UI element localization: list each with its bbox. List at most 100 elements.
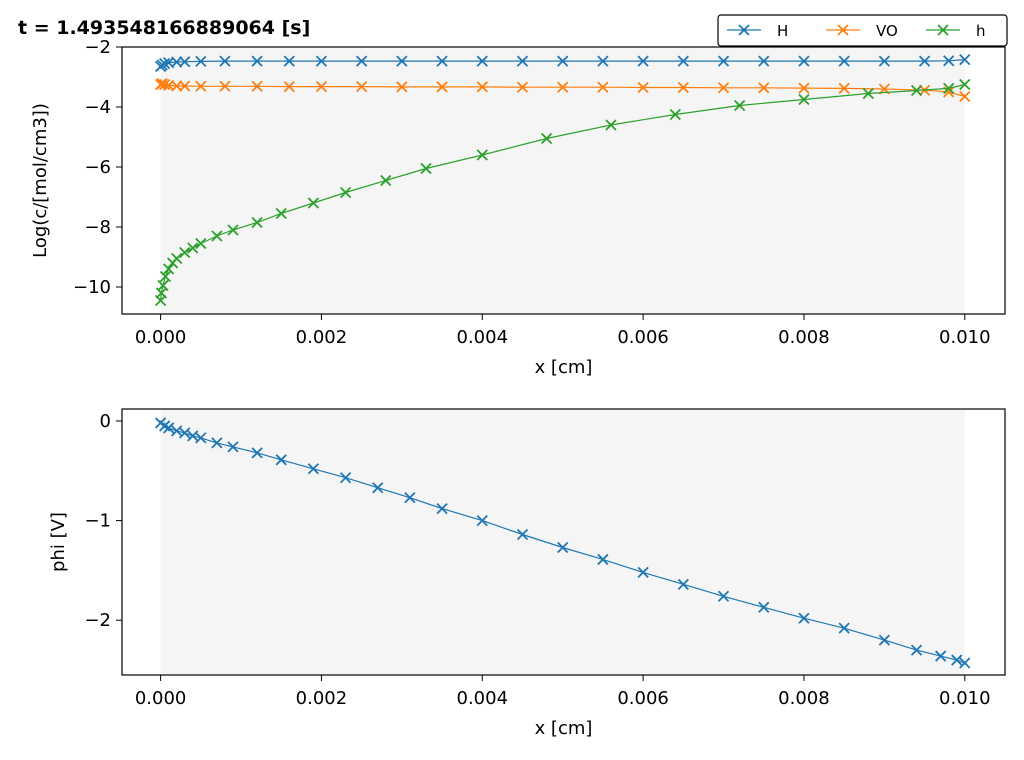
y-tick-label: −6	[84, 157, 111, 178]
series-vo-point	[251, 80, 263, 92]
series-vo-point	[838, 82, 850, 95]
series-vo-point	[677, 81, 689, 94]
series-h-point	[597, 55, 609, 67]
series-h	[154, 53, 971, 73]
series-phi-point	[476, 514, 488, 527]
series-h-point	[959, 78, 971, 91]
series-phi-point	[404, 492, 416, 504]
series-h-point	[195, 237, 207, 250]
concentration-plot: 0.000 0.002 0.004 0.006 0.008 0.010 −10 −8 −6 −4 −…	[30, 37, 1006, 378]
series-vo-point	[396, 81, 408, 93]
series-phi-point	[436, 502, 448, 515]
series-h-point	[396, 55, 408, 67]
legend: H VO h	[717, 14, 1008, 47]
series-phi-point	[637, 566, 649, 579]
series-phi-point	[163, 422, 175, 434]
series-h-point	[669, 108, 681, 121]
legend-marker	[937, 24, 949, 36]
legend-marker	[738, 24, 750, 36]
series-vo-point	[179, 80, 191, 92]
legend-item-h: h	[926, 22, 986, 40]
series-h-point	[717, 55, 730, 67]
series-vo-point	[516, 81, 529, 93]
series-h-point	[557, 55, 569, 67]
series-vo-point	[283, 80, 295, 93]
y-tick-label: −4	[84, 97, 111, 118]
series-phi-point	[187, 430, 199, 442]
series-h-point	[516, 55, 529, 67]
series-vo-point	[959, 90, 971, 103]
legend-label: H	[777, 22, 788, 40]
series-phi-point	[195, 432, 207, 444]
series-phi-point	[597, 553, 609, 566]
series-h-point	[420, 162, 432, 175]
series-h-point	[540, 132, 553, 145]
series-h-point	[758, 55, 770, 67]
y-tick-label: −2	[84, 610, 111, 631]
series-h-point	[798, 93, 810, 106]
series-phi-point	[339, 472, 352, 484]
series-phi-point	[179, 427, 191, 439]
series-phi-point	[372, 482, 384, 494]
y-tick-label: −8	[84, 217, 111, 238]
series-phi-point	[717, 590, 730, 602]
series-phi-point	[227, 441, 239, 453]
x-tick-label: 0.004	[457, 688, 509, 709]
series-h-point	[187, 242, 199, 254]
series-phi-point	[557, 541, 569, 554]
y-tick-label: −2	[84, 37, 111, 58]
series-h-point	[862, 87, 874, 100]
series-h-point	[275, 207, 287, 220]
y-tick-label: −1	[84, 511, 111, 532]
series-phi-point	[935, 650, 947, 662]
series-h-point	[959, 53, 971, 66]
series-h-point	[227, 224, 239, 236]
series-phi-point	[677, 578, 689, 590]
plot-area-shade	[160, 48, 965, 313]
x-tick-label: 0.008	[778, 688, 830, 709]
series-phi-point	[838, 622, 850, 634]
series-h-point	[476, 149, 488, 161]
series-phi-point	[910, 644, 923, 656]
series-phi-point	[251, 447, 263, 459]
series-phi-point	[516, 528, 529, 541]
series-h-point	[195, 55, 207, 68]
series-h-point	[878, 55, 891, 67]
series-h-point	[219, 55, 231, 67]
x-tick-label: 0.010	[939, 327, 991, 348]
series-h-point	[918, 55, 931, 67]
series-h-point	[251, 216, 263, 229]
series-phi	[154, 417, 971, 669]
series-h-point	[179, 56, 191, 68]
series-h-point	[637, 55, 649, 67]
series-h-point	[476, 55, 488, 67]
series-h-line	[160, 59, 965, 67]
potential-plot: 0.000 0.002 0.004 0.006 0.008 0.010 0 −1 −2 x [cm…	[48, 408, 1006, 739]
legend-marker	[837, 24, 849, 36]
legend-item-vo: VO	[826, 22, 898, 40]
series-vo-line	[160, 82, 965, 98]
series-h-point	[733, 99, 746, 112]
legend-item-h: H	[727, 22, 788, 40]
series-h-point	[315, 55, 328, 67]
series-h-point	[339, 186, 352, 199]
x-axis-label: x [cm]	[535, 718, 593, 739]
series-h-point	[943, 55, 955, 67]
series-h-point	[677, 55, 689, 67]
series-vo-point	[315, 80, 328, 93]
series-h-point	[380, 174, 392, 187]
series-h-point	[910, 84, 923, 97]
series-h-point	[605, 119, 617, 131]
x-tick-label: 0.000	[135, 327, 187, 348]
series-vo-point	[219, 80, 231, 92]
series-phi-point	[959, 657, 971, 669]
x-tick-label: 0.006	[617, 327, 669, 348]
series-h-point	[171, 252, 183, 265]
series-h-point	[159, 270, 172, 283]
series-vo-point	[758, 82, 770, 94]
series-h	[154, 78, 971, 307]
y-axis-label: Log(c/[mol/cm3])	[30, 103, 51, 258]
x-tick-label: 0.008	[778, 327, 830, 348]
series-phi-point	[307, 463, 320, 475]
